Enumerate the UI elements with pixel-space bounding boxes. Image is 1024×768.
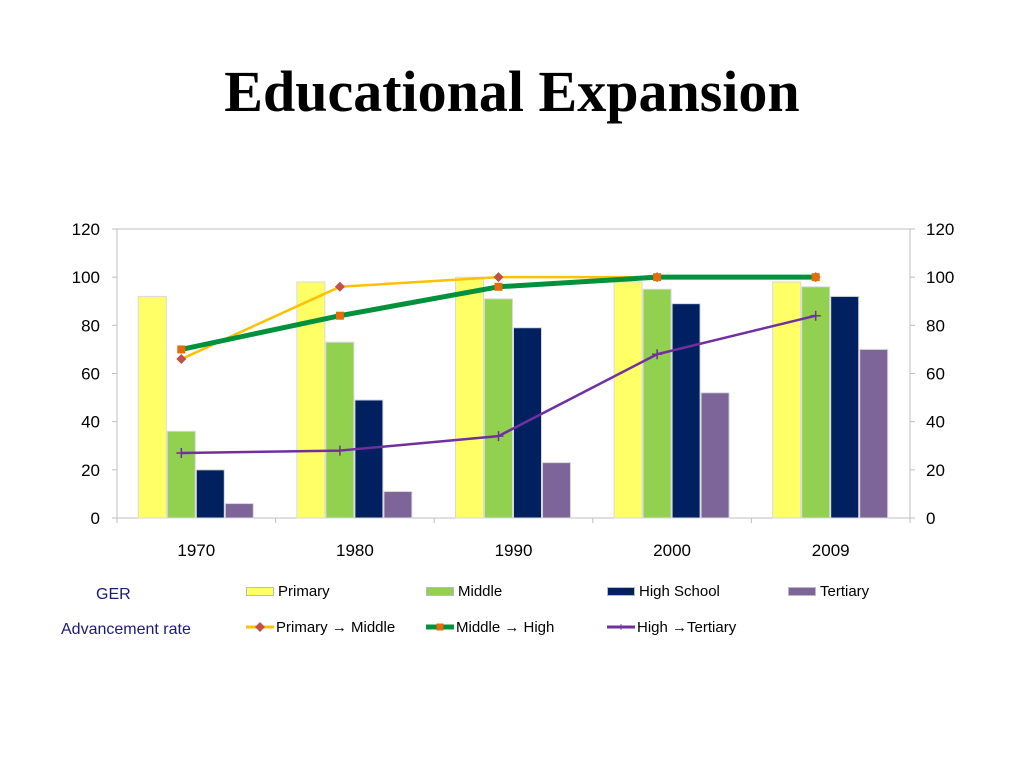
ger-legend-label: GER bbox=[96, 586, 131, 603]
legend-item-tertiary: Tertiary bbox=[788, 581, 869, 601]
marker-high-tertiary bbox=[652, 349, 663, 360]
legend-swatch bbox=[246, 586, 274, 596]
legend-swatch bbox=[788, 586, 816, 596]
y-axis-tick-label: 120 bbox=[72, 220, 100, 239]
bar-high-school bbox=[195, 469, 225, 519]
x-axis-tick-label: 1970 bbox=[177, 541, 215, 560]
bar-tertiary bbox=[542, 462, 571, 519]
y2-axis-tick-label: 20 bbox=[926, 461, 945, 480]
y-axis-tick-label: 40 bbox=[81, 413, 100, 432]
bar-middle bbox=[642, 288, 672, 519]
bar-high-school bbox=[354, 399, 384, 519]
bar-high-school bbox=[513, 327, 542, 519]
legend-item-high-tertiary: + High →Tertiary bbox=[607, 617, 736, 637]
legend-label: High →Tertiary bbox=[637, 618, 737, 636]
legend-item-high-school: High School bbox=[607, 581, 720, 601]
bar-primary bbox=[137, 295, 167, 519]
legend-line-swatch bbox=[246, 620, 274, 634]
marker-primary-middle bbox=[176, 354, 187, 365]
bar-middle bbox=[484, 298, 513, 519]
marker-middle-high bbox=[494, 282, 503, 291]
bar-middle bbox=[166, 430, 196, 519]
marker-middle-high bbox=[811, 273, 820, 282]
marker-primary-middle bbox=[493, 272, 504, 283]
bar-tertiary bbox=[700, 392, 730, 519]
legend-swatch bbox=[426, 586, 454, 596]
legend-label: Tertiary bbox=[820, 582, 870, 600]
legend-item-middle: Middle bbox=[426, 581, 502, 601]
marker-middle-high bbox=[653, 273, 662, 282]
bar-tertiary bbox=[383, 491, 413, 519]
legend-line-swatch bbox=[426, 620, 454, 634]
bar-tertiary bbox=[224, 503, 254, 519]
y2-axis-tick-label: 0 bbox=[926, 509, 935, 528]
y-axis-tick-label: 60 bbox=[81, 365, 100, 384]
bar-primary bbox=[455, 276, 484, 519]
marker-primary-middle bbox=[334, 281, 345, 292]
bar-middle bbox=[325, 341, 355, 519]
y-axis-tick-label: 100 bbox=[72, 268, 100, 287]
legend-swatch bbox=[607, 586, 635, 596]
legend-label: Primary → Middle bbox=[276, 618, 396, 636]
bar-primary bbox=[613, 281, 643, 519]
legend-line-swatch: + bbox=[607, 620, 635, 634]
y2-axis-tick-label: 80 bbox=[926, 316, 945, 335]
y-axis-tick-label: 0 bbox=[91, 509, 100, 528]
legend-label: Middle bbox=[458, 582, 503, 600]
x-axis-tick-label: 2000 bbox=[653, 541, 691, 560]
y2-axis-tick-label: 40 bbox=[926, 413, 945, 432]
marker-middle-high bbox=[335, 311, 344, 320]
combo-chart: 0 20 40 60 80 100 120 0 20 40 60 80 100 120 1970 1980 19… bbox=[72, 220, 955, 560]
legend-label: High School bbox=[639, 582, 720, 600]
marker-high-tertiary bbox=[176, 447, 187, 458]
advancement-legend-label: Advancement rate bbox=[61, 621, 191, 638]
x-axis-tick-label: 1990 bbox=[495, 541, 533, 560]
x-axis-tick-label: 2009 bbox=[812, 541, 850, 560]
marker-middle-high bbox=[177, 345, 186, 354]
y2-axis-tick-label: 120 bbox=[926, 220, 954, 239]
legend-label: Primary bbox=[278, 582, 330, 600]
y2-axis-tick-label: 60 bbox=[926, 365, 945, 384]
y-axis-tick-label: 80 bbox=[81, 316, 100, 335]
bar-tertiary bbox=[859, 348, 889, 519]
legend-item-primary-middle: Primary → Middle bbox=[246, 617, 395, 637]
bar-high-school bbox=[830, 295, 860, 519]
bar-middle bbox=[801, 286, 831, 519]
legend-label: Middle → High bbox=[456, 618, 555, 636]
x-axis-tick-label: 1980 bbox=[336, 541, 374, 560]
legend-item-primary: Primary bbox=[246, 581, 330, 601]
legend-item-middle-high: Middle → High bbox=[426, 617, 554, 637]
bar-high-school bbox=[671, 303, 701, 519]
marker-high-tertiary bbox=[334, 445, 345, 456]
marker-high-tertiary bbox=[810, 310, 821, 321]
y-axis-tick-label: 20 bbox=[81, 461, 100, 480]
marker-high-tertiary bbox=[493, 431, 504, 442]
bar-primary bbox=[772, 281, 802, 519]
slide-title: Educational Expansion bbox=[224, 59, 800, 124]
y2-axis-tick-label: 100 bbox=[926, 268, 954, 287]
